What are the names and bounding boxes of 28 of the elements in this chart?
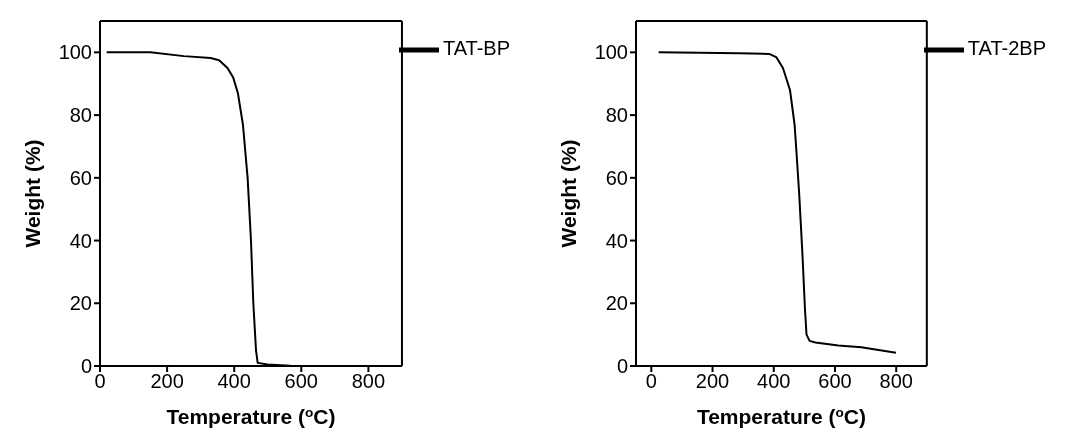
x-tick-label: 200 bbox=[695, 370, 730, 393]
y-tick-label: 60 bbox=[69, 166, 92, 189]
x-tick-label: 600 bbox=[818, 370, 852, 393]
y-axis-title: Weight (%) bbox=[556, 139, 580, 248]
x-tick-label: 400 bbox=[217, 370, 251, 393]
y-tick-label: 80 bbox=[69, 104, 92, 127]
y-tick-label: 100 bbox=[594, 41, 628, 64]
x-tick-label: 800 bbox=[351, 370, 386, 393]
y-tick-label: 20 bbox=[605, 292, 628, 315]
y-tick-label: 0 bbox=[80, 355, 92, 378]
x-tick-label: 0 bbox=[94, 370, 106, 393]
x-tick-label: 0 bbox=[645, 370, 657, 393]
x-tick-label: 200 bbox=[150, 370, 184, 393]
x-tick-label: 600 bbox=[284, 370, 318, 393]
y-axis-title: Weight (%) bbox=[20, 139, 44, 248]
x-tick-label: 400 bbox=[757, 370, 791, 393]
x-tick-label: 800 bbox=[879, 370, 913, 393]
y-tick-label: 40 bbox=[69, 229, 92, 252]
x-axis-title: Temperature ($^{o}$C) bbox=[696, 404, 866, 428]
y-tick-label: 100 bbox=[58, 41, 92, 64]
legend-label: TAT-BP bbox=[442, 37, 510, 60]
y-tick-label: 40 bbox=[605, 229, 628, 252]
y-tick-label: 80 bbox=[605, 104, 628, 127]
x-axis-title: Temperature ($^{o}$C) bbox=[166, 404, 336, 428]
legend-label: TAT-2BP bbox=[967, 37, 1046, 60]
y-tick-label: 20 bbox=[69, 292, 92, 315]
y-tick-label: 0 bbox=[616, 355, 628, 378]
y-tick-label: 60 bbox=[605, 166, 628, 189]
